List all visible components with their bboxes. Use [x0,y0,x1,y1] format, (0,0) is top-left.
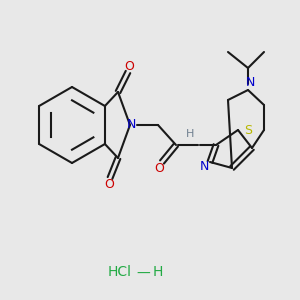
Text: N: N [245,76,255,88]
Text: N: N [126,118,136,131]
Text: O: O [104,178,114,191]
Text: —: — [136,267,150,281]
Text: O: O [124,59,134,73]
Text: S: S [244,124,252,136]
Text: H: H [186,129,194,139]
Text: HCl: HCl [108,265,132,279]
Text: H: H [153,265,163,279]
Text: N: N [199,160,209,173]
Text: O: O [154,163,164,176]
